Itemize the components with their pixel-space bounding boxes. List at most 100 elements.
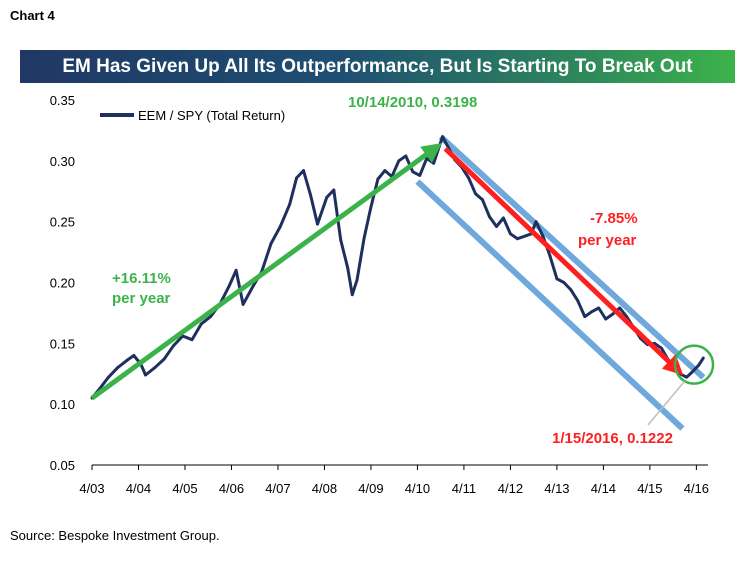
series-point xyxy=(441,135,444,139)
x-tick-label: 4/07 xyxy=(265,481,290,496)
series-point xyxy=(350,293,354,297)
x-tick-label: 4/05 xyxy=(172,481,197,496)
series-point xyxy=(106,376,110,379)
x-tick-label: 4/08 xyxy=(312,481,337,496)
channel-line-lower xyxy=(415,179,685,431)
series-point xyxy=(576,299,580,303)
series-point xyxy=(404,154,408,158)
series-point xyxy=(362,237,366,241)
series-point xyxy=(339,238,343,242)
series-point xyxy=(125,358,129,362)
series-point xyxy=(569,288,573,292)
title-banner: EM Has Given Up All Its Outperformance, … xyxy=(20,50,735,83)
series-point xyxy=(288,203,291,207)
series-point xyxy=(432,161,436,165)
series-point xyxy=(227,284,231,288)
downtrend-arrow xyxy=(443,146,684,376)
x-tick-label: 4/09 xyxy=(358,481,383,496)
uptrend-arrow xyxy=(90,143,443,401)
series-point xyxy=(618,306,622,310)
series-point xyxy=(502,216,505,220)
legend: EEM / SPY (Total Return) xyxy=(100,108,285,123)
source-note: Source: Bespoke Investment Group. xyxy=(10,528,220,543)
chart-number-label: Chart 4 xyxy=(10,8,55,23)
series-point xyxy=(269,242,273,245)
series-point xyxy=(685,375,689,379)
series-point xyxy=(446,144,450,148)
series-point xyxy=(474,192,477,196)
series-point xyxy=(190,338,194,342)
series-point xyxy=(583,315,587,318)
trend-channel xyxy=(415,134,706,431)
series-point xyxy=(690,371,694,374)
series-point xyxy=(697,363,701,367)
series-point xyxy=(541,234,545,238)
x-tick-label: 4/14 xyxy=(591,481,616,496)
trend-arrows xyxy=(90,143,715,401)
x-tick-label: 4/16 xyxy=(684,481,709,496)
series-point xyxy=(509,232,512,236)
y-tick-label: 0.15 xyxy=(50,336,75,351)
series-point xyxy=(481,198,484,202)
y-tick-label: 0.10 xyxy=(50,397,75,412)
series-point xyxy=(418,174,422,177)
series-point xyxy=(597,306,601,310)
annotations-group: 10/14/2010, 0.3198 +16.11% per year -7.85% p… xyxy=(112,94,686,447)
series-point xyxy=(250,285,254,289)
series-point xyxy=(325,195,329,199)
series-point xyxy=(383,169,387,172)
downtrend-rate-sublabel: per year xyxy=(578,232,637,249)
series-point xyxy=(522,234,526,238)
x-tick-label: 4/10 xyxy=(405,481,430,496)
series-point xyxy=(241,303,245,306)
y-tick-label: 0.20 xyxy=(50,276,75,291)
x-tick-label: 4/15 xyxy=(637,481,662,496)
series-point xyxy=(332,188,336,192)
series-point xyxy=(701,356,705,360)
series-point xyxy=(302,169,305,172)
y-tick-label: 0.25 xyxy=(50,215,75,230)
x-tick-label: 4/06 xyxy=(219,481,244,496)
series-point xyxy=(369,205,373,209)
series-point xyxy=(562,281,566,284)
series-point xyxy=(397,159,401,163)
series-point xyxy=(555,277,559,281)
y-tick-label: 0.35 xyxy=(50,93,75,108)
series-point xyxy=(660,346,663,350)
series-point xyxy=(534,220,538,224)
series-point xyxy=(153,366,157,370)
series-point xyxy=(604,317,608,321)
trough-annotation: 1/15/2016, 0.1222 xyxy=(552,430,673,447)
series-point xyxy=(495,225,498,228)
peak-annotation: 10/14/2010, 0.3198 xyxy=(348,94,477,111)
series-point xyxy=(209,315,212,318)
chart-title: EM Has Given Up All Its Outperformance, … xyxy=(62,56,693,77)
series-point xyxy=(278,225,282,228)
series-point xyxy=(171,344,175,348)
series-point xyxy=(376,177,380,181)
series-point xyxy=(346,266,350,270)
channel-line-upper xyxy=(438,134,706,380)
uptrend-rate-label: +16.11% xyxy=(112,270,171,287)
series-point xyxy=(144,373,147,377)
x-tick-label: 4/11 xyxy=(452,481,476,496)
breakout-circle xyxy=(673,344,715,385)
series-point xyxy=(116,366,119,370)
legend-entry-label: EEM / SPY (Total Return) xyxy=(138,108,285,123)
series-point xyxy=(411,170,415,174)
uptrend-rate-sublabel: per year xyxy=(112,290,171,307)
downtrend-rate-label: -7.85% xyxy=(590,210,638,227)
y-tick-label: 0.30 xyxy=(50,154,75,169)
series-point xyxy=(162,357,166,361)
trough-leader-line xyxy=(647,380,686,426)
series-point xyxy=(234,268,238,272)
x-tick-label: 4/03 xyxy=(79,481,104,496)
series-point xyxy=(132,354,136,357)
series-point xyxy=(548,254,552,258)
x-tick-label: 4/12 xyxy=(498,481,523,496)
series-point xyxy=(488,215,491,219)
series-point xyxy=(590,310,594,314)
series-point xyxy=(199,322,203,326)
series-point xyxy=(316,222,319,226)
